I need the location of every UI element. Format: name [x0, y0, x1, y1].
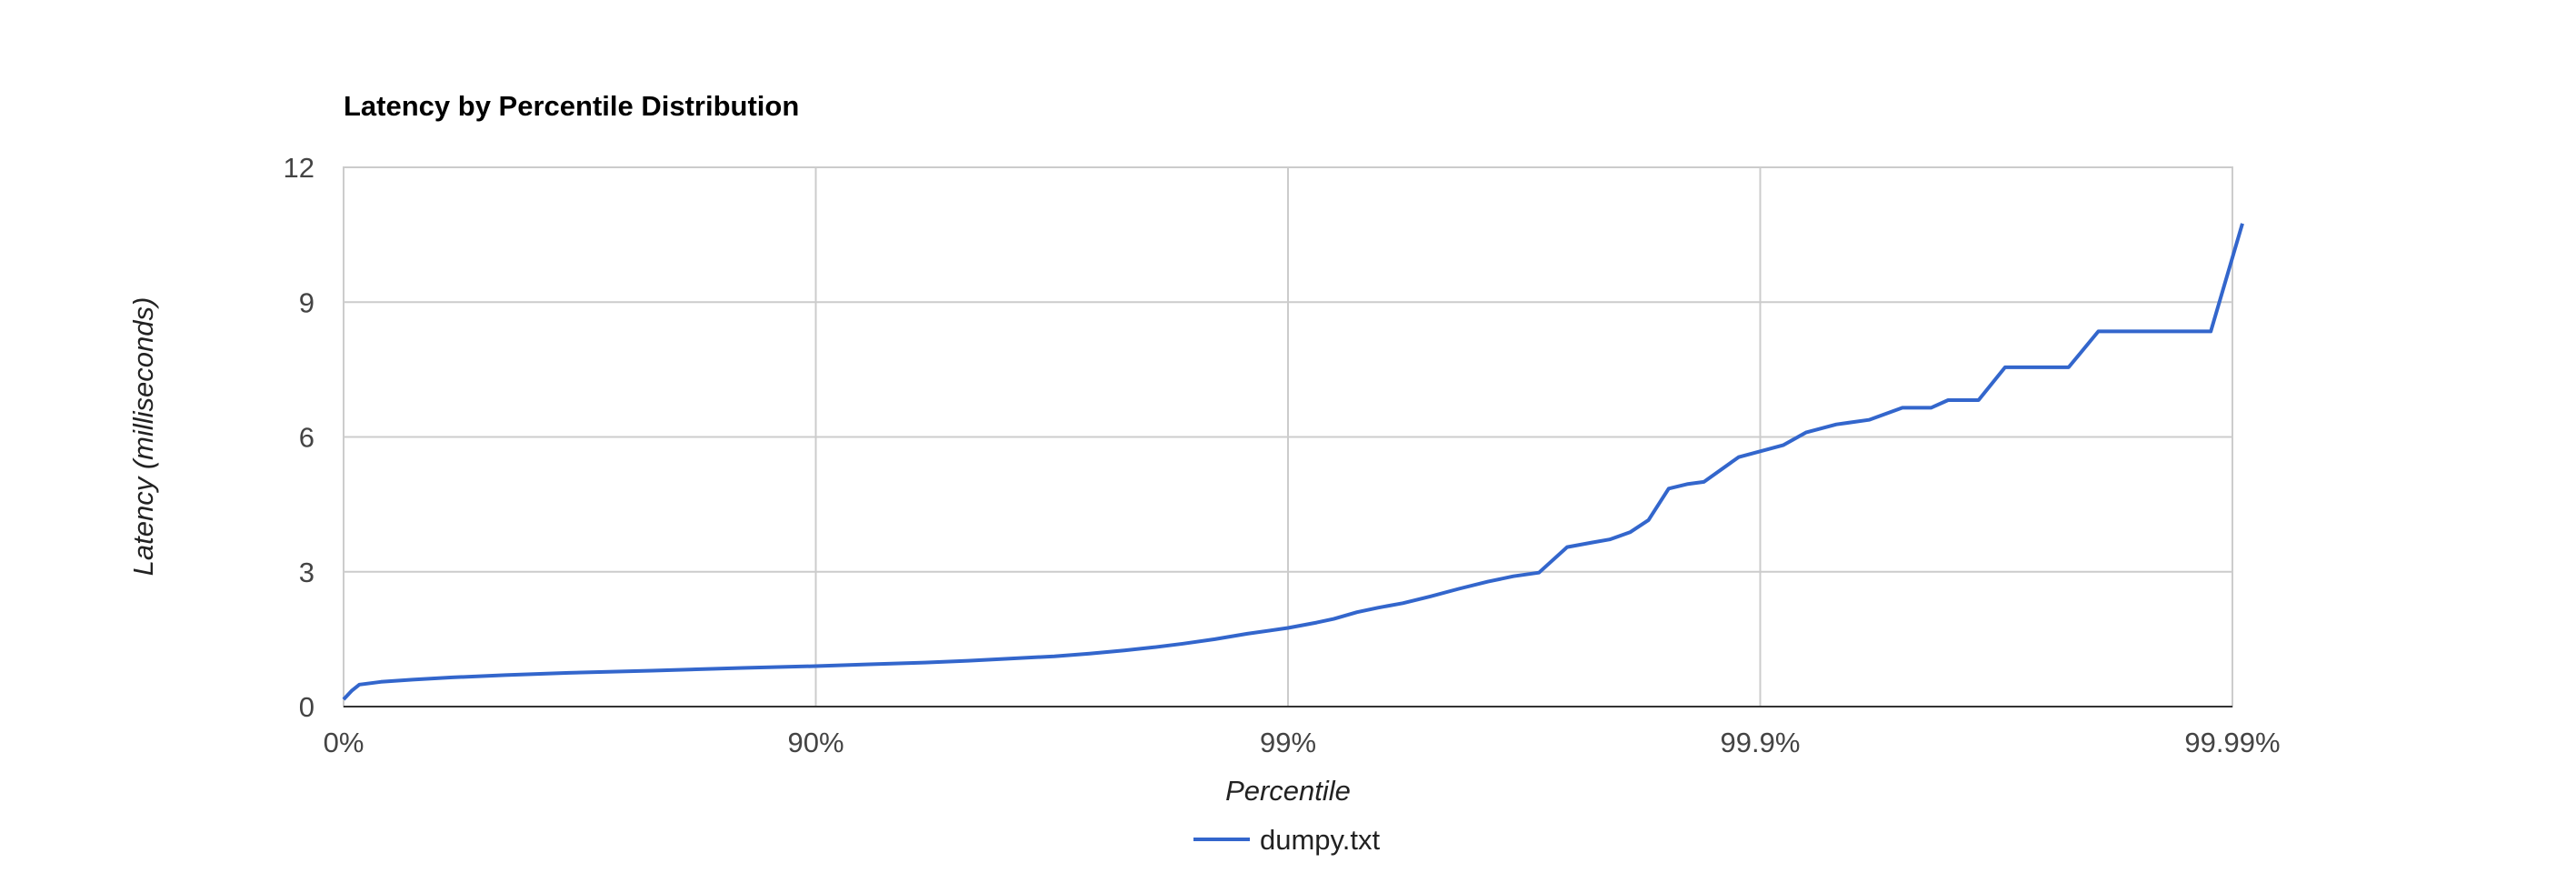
chart-title: Latency by Percentile Distribution: [344, 90, 799, 122]
legend: dumpy.txt: [1193, 824, 1380, 856]
x-tick-label: 99.99%: [2184, 727, 2280, 758]
y-tick-label: 3: [299, 557, 315, 588]
y-axis-ticks: 0 3 6 9 12: [284, 152, 315, 723]
y-tick-label: 0: [299, 691, 315, 723]
gridlines: [343, 166, 2233, 707]
x-axis-title: Percentile: [1225, 775, 1351, 807]
y-tick-label: 12: [284, 152, 315, 184]
y-tick-label: 9: [299, 286, 315, 318]
y-axis-title: Latency (milliseconds): [127, 297, 159, 577]
x-tick-label: 99.9%: [1721, 727, 1801, 758]
series-line-dumpy: [342, 223, 2244, 701]
x-tick-label: 90%: [787, 727, 844, 758]
x-tick-label: 99%: [1260, 727, 1316, 758]
x-tick-label: 0%: [324, 727, 364, 758]
x-axis-ticks: 0% 90% 99% 99.9% 99.99%: [324, 727, 2281, 758]
y-tick-label: 6: [299, 422, 315, 454]
legend-label-dumpy: dumpy.txt: [1260, 824, 1380, 856]
